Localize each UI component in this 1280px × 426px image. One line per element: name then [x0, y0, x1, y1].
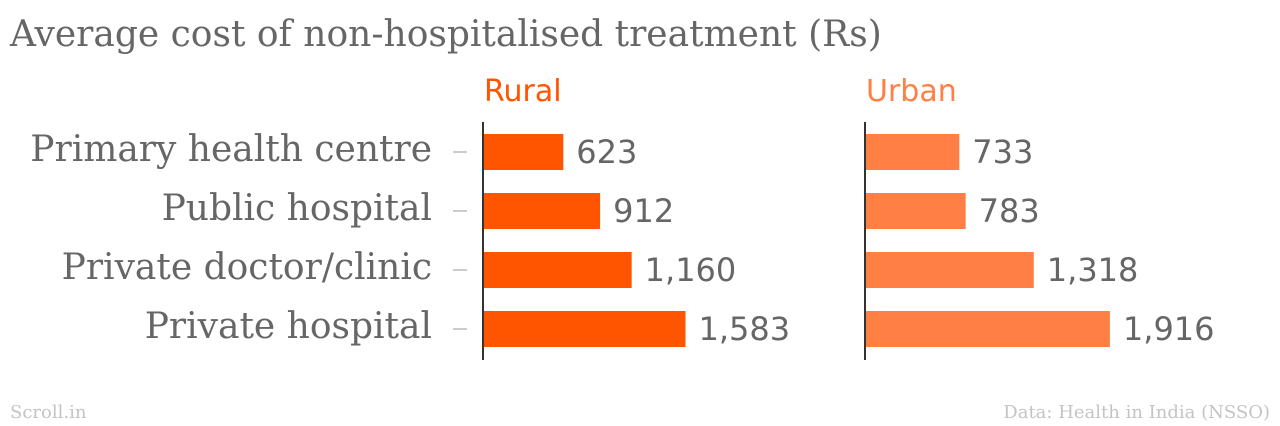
bar-rural: [484, 311, 686, 347]
category-label: Private doctor/clinic: [62, 247, 432, 288]
bar-urban: [866, 311, 1110, 347]
panel-title-rural: Rural: [484, 74, 562, 109]
data-label-rural: 623: [576, 133, 637, 171]
data-label-urban: 1,318: [1047, 251, 1139, 289]
plot-area: Primary health centre Public hospital Priv…: [30, 74, 1215, 360]
category-label: Private hospital: [145, 306, 432, 347]
data-label-rural: 912: [613, 192, 674, 230]
data-label-rural: 1,160: [645, 251, 737, 289]
bar-urban: [866, 134, 960, 170]
bar-urban: [866, 193, 966, 229]
data-label-urban: 733: [972, 133, 1033, 171]
bar-rural: [484, 252, 632, 288]
category-label: Public hospital: [162, 188, 432, 229]
data-label-urban: 1,916: [1123, 310, 1215, 348]
data-label-rural: 1,583: [699, 310, 791, 348]
bar-rural: [484, 134, 564, 170]
bar-rural: [484, 193, 601, 229]
bar-urban: [866, 252, 1034, 288]
data-label-urban: 783: [979, 192, 1040, 230]
chart-title: Average cost of non-hospitalised treatme…: [9, 14, 882, 55]
panel-title-urban: Urban: [866, 74, 957, 109]
category-label: Primary health centre: [30, 129, 432, 170]
source-left: Scroll.in: [10, 402, 87, 423]
source-right: Data: Health in India (NSSO): [1003, 402, 1270, 423]
